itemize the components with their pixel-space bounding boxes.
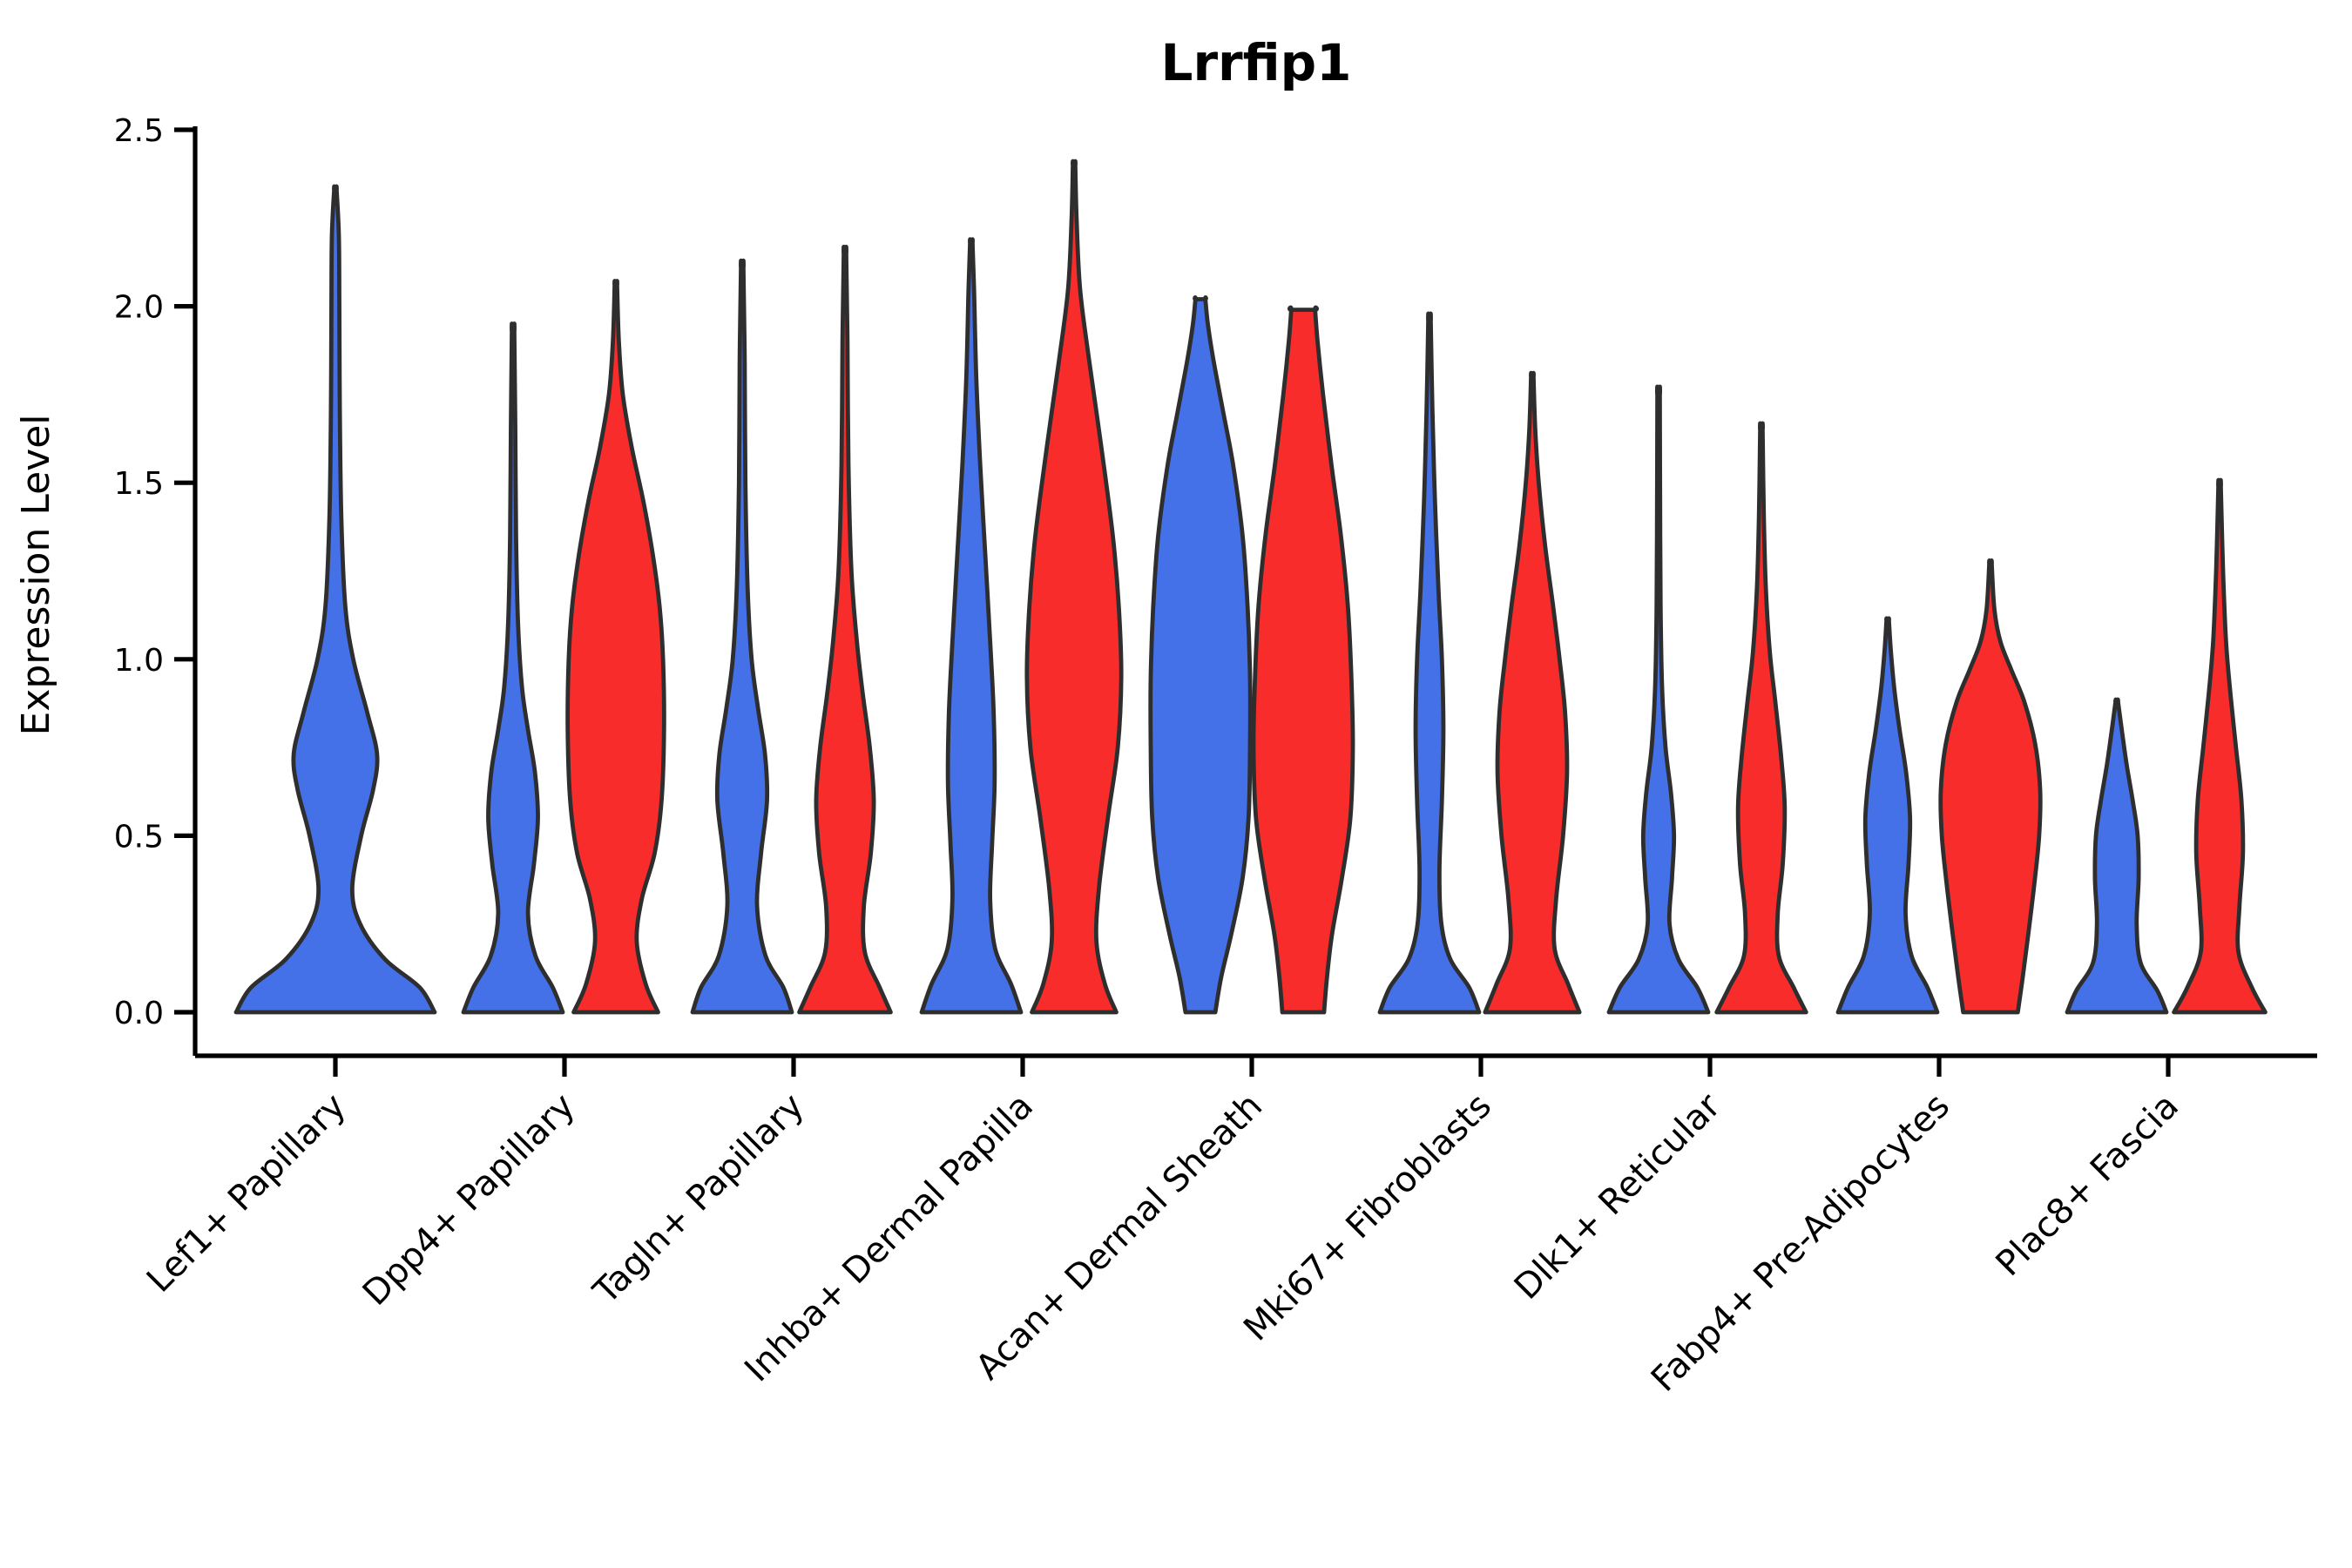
axes-layer: [174, 126, 2317, 1077]
x-tick-label-dpp4-papillary: Dpp4+ Papillary: [355, 1086, 583, 1314]
violin-mki67-fibroblasts-blue: [1377, 311, 1482, 1015]
y-tick-label: 2.5: [114, 113, 164, 149]
violin-mki67-fibroblasts-red: [1483, 370, 1582, 1015]
violin-acan-dermal-sheath-red: [1251, 305, 1355, 1015]
y-tick-label: 2.0: [114, 290, 164, 326]
x-tick-label-plac8-fascia: Plac8+ Fascia: [1989, 1086, 2187, 1285]
y-axis-label: Expression Level: [14, 415, 58, 736]
violin-inhba-dermal-papilla-blue: [919, 237, 1024, 1015]
violin-fabp4-pre-adipocytes-blue: [1835, 616, 1940, 1015]
violin-dlk1-reticular-red: [1714, 421, 1808, 1015]
violin-dpp4-papillary-blue: [461, 321, 565, 1015]
violin-fabp4-pre-adipocytes-red: [1938, 558, 2043, 1015]
violin-acan-dermal-sheath-blue: [1148, 295, 1253, 1015]
y-tick-label: 0.5: [114, 819, 164, 855]
x-tick-label-tagln-papillary: Tagln+ Papillary: [585, 1086, 812, 1313]
y-tick-label: 1.5: [114, 466, 164, 502]
violin-plac8-fascia-red: [2172, 477, 2268, 1015]
plot-title: Lrrfip1: [1160, 33, 1351, 92]
violin-dpp4-papillary-red: [565, 279, 666, 1015]
y-tick-label: 1.0: [114, 643, 164, 679]
violin-lef1-papillary-blue: [233, 184, 437, 1015]
x-tick-label-dlk1-reticular: Dlk1+ Reticular: [1507, 1085, 1729, 1308]
violin-inhba-dermal-papilla-red: [1024, 159, 1124, 1015]
y-tick-label: 0.0: [114, 996, 164, 1031]
violin-layer: [233, 159, 2268, 1015]
violin-plac8-fascia-blue: [2065, 697, 2169, 1015]
violin-tagln-papillary-blue: [690, 258, 794, 1015]
violin-tagln-papillary-red: [797, 245, 893, 1015]
x-tick-label-mki67-fibroblasts: Mki67+ Fibroblasts: [1236, 1086, 1499, 1349]
violin-dlk1-reticular-blue: [1606, 384, 1711, 1015]
x-tick-label-lef1-papillary: Lef1+ Papillary: [139, 1086, 354, 1301]
